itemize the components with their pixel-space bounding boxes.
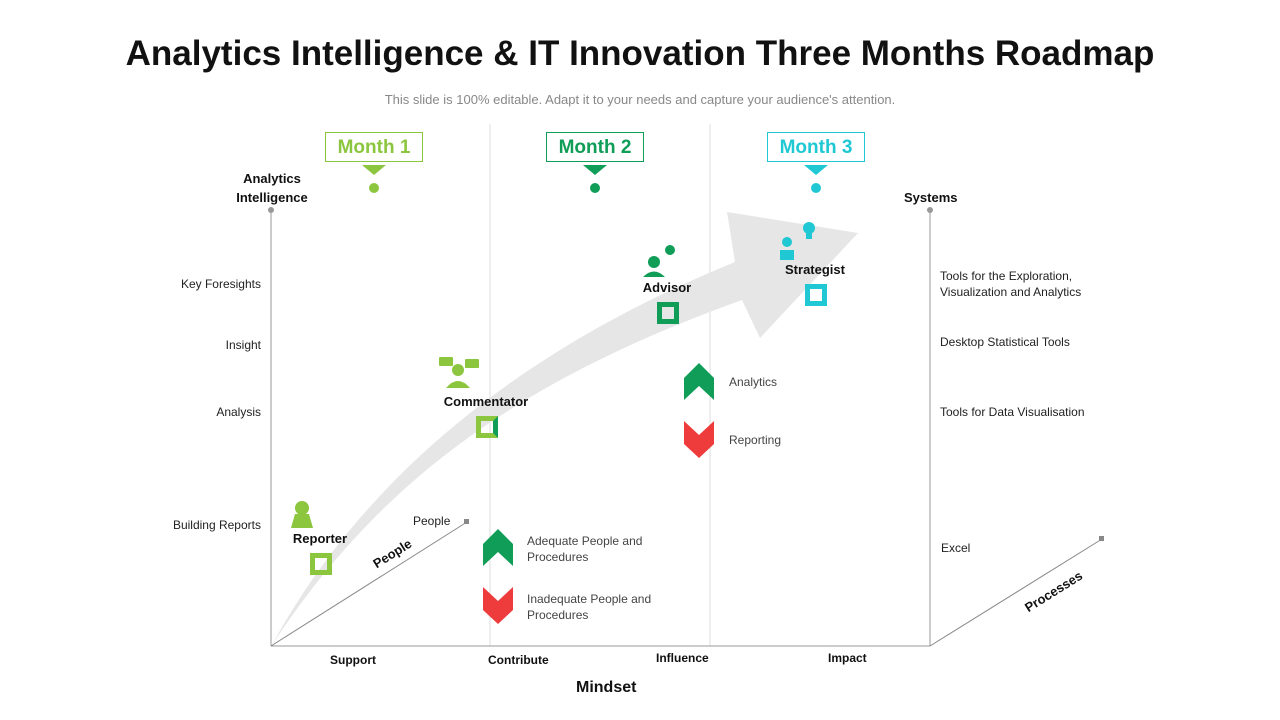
advisor-icon [643, 245, 675, 277]
reporter-icon [291, 501, 313, 528]
role-advisor: Advisor [642, 280, 692, 295]
reporter-marker [310, 553, 332, 575]
role-strategist: Strategist [785, 262, 845, 277]
role-reporter: Reporter [292, 531, 348, 546]
subtitle: This slide is 100% editable. Adapt it to… [384, 92, 896, 107]
x-axis-title: Mindset [576, 679, 637, 696]
x-tick: Impact [828, 651, 867, 665]
up-chevron-icon [483, 529, 513, 566]
system-item: Tools for the Exploration, Visualization… [940, 269, 1082, 299]
system-item: Excel [941, 541, 971, 555]
month-2-pointer [583, 165, 607, 175]
down-chevron-icon [483, 587, 513, 624]
systems-axis-title: Systems [904, 190, 958, 205]
month-1-dot [369, 183, 379, 193]
y-level: Analysis [216, 405, 261, 419]
y-level: Key Foresights [180, 277, 261, 291]
people-axis-end-label: People [413, 514, 451, 528]
y-axis-title: Analytics Intelligence [236, 171, 308, 205]
systems-axis-end [927, 207, 933, 213]
people-axis-line [270, 521, 468, 647]
legend-analytics: Analytics [729, 375, 778, 389]
growth-arrow [272, 212, 858, 645]
month-1-label: Month 1 [325, 132, 423, 162]
commentator-marker [476, 416, 498, 438]
role-commentator: Commentator [443, 394, 529, 409]
lightbulb-person-icon [780, 222, 815, 260]
legend-reporting: Reporting [729, 433, 782, 447]
advisor-marker [657, 302, 679, 324]
processes-axis-line [929, 538, 1103, 647]
month-2-label: Month 2 [546, 132, 644, 162]
x-tick: Influence [656, 651, 709, 665]
y-axis-end [268, 207, 274, 213]
y-level: Building Reports [172, 518, 261, 532]
y-level: Insight [225, 338, 261, 352]
down-chevron-icon [684, 421, 714, 458]
strategist-marker [805, 284, 827, 306]
month-3-pointer [804, 165, 828, 175]
legend-adequate: Adequate People and Procedures [527, 534, 643, 564]
legend-inadequate: Inadequate People and Procedures [527, 592, 652, 622]
people-axis-end [464, 519, 469, 524]
chat-person-icon [439, 357, 479, 388]
month-1-pointer [362, 165, 386, 175]
month-3-label: Month 3 [767, 132, 865, 162]
processes-axis-end [1099, 536, 1104, 541]
up-chevron-icon [684, 363, 714, 400]
month-2-dot [590, 183, 600, 193]
x-tick: Support [330, 653, 376, 667]
page-title: Analytics Intelligence & IT Innovation T… [125, 34, 1155, 73]
month-3-dot [811, 183, 821, 193]
x-tick: Contribute [488, 653, 549, 667]
system-item: Desktop Statistical Tools [940, 335, 1070, 349]
system-item: Tools for Data Visualisation [940, 405, 1085, 419]
